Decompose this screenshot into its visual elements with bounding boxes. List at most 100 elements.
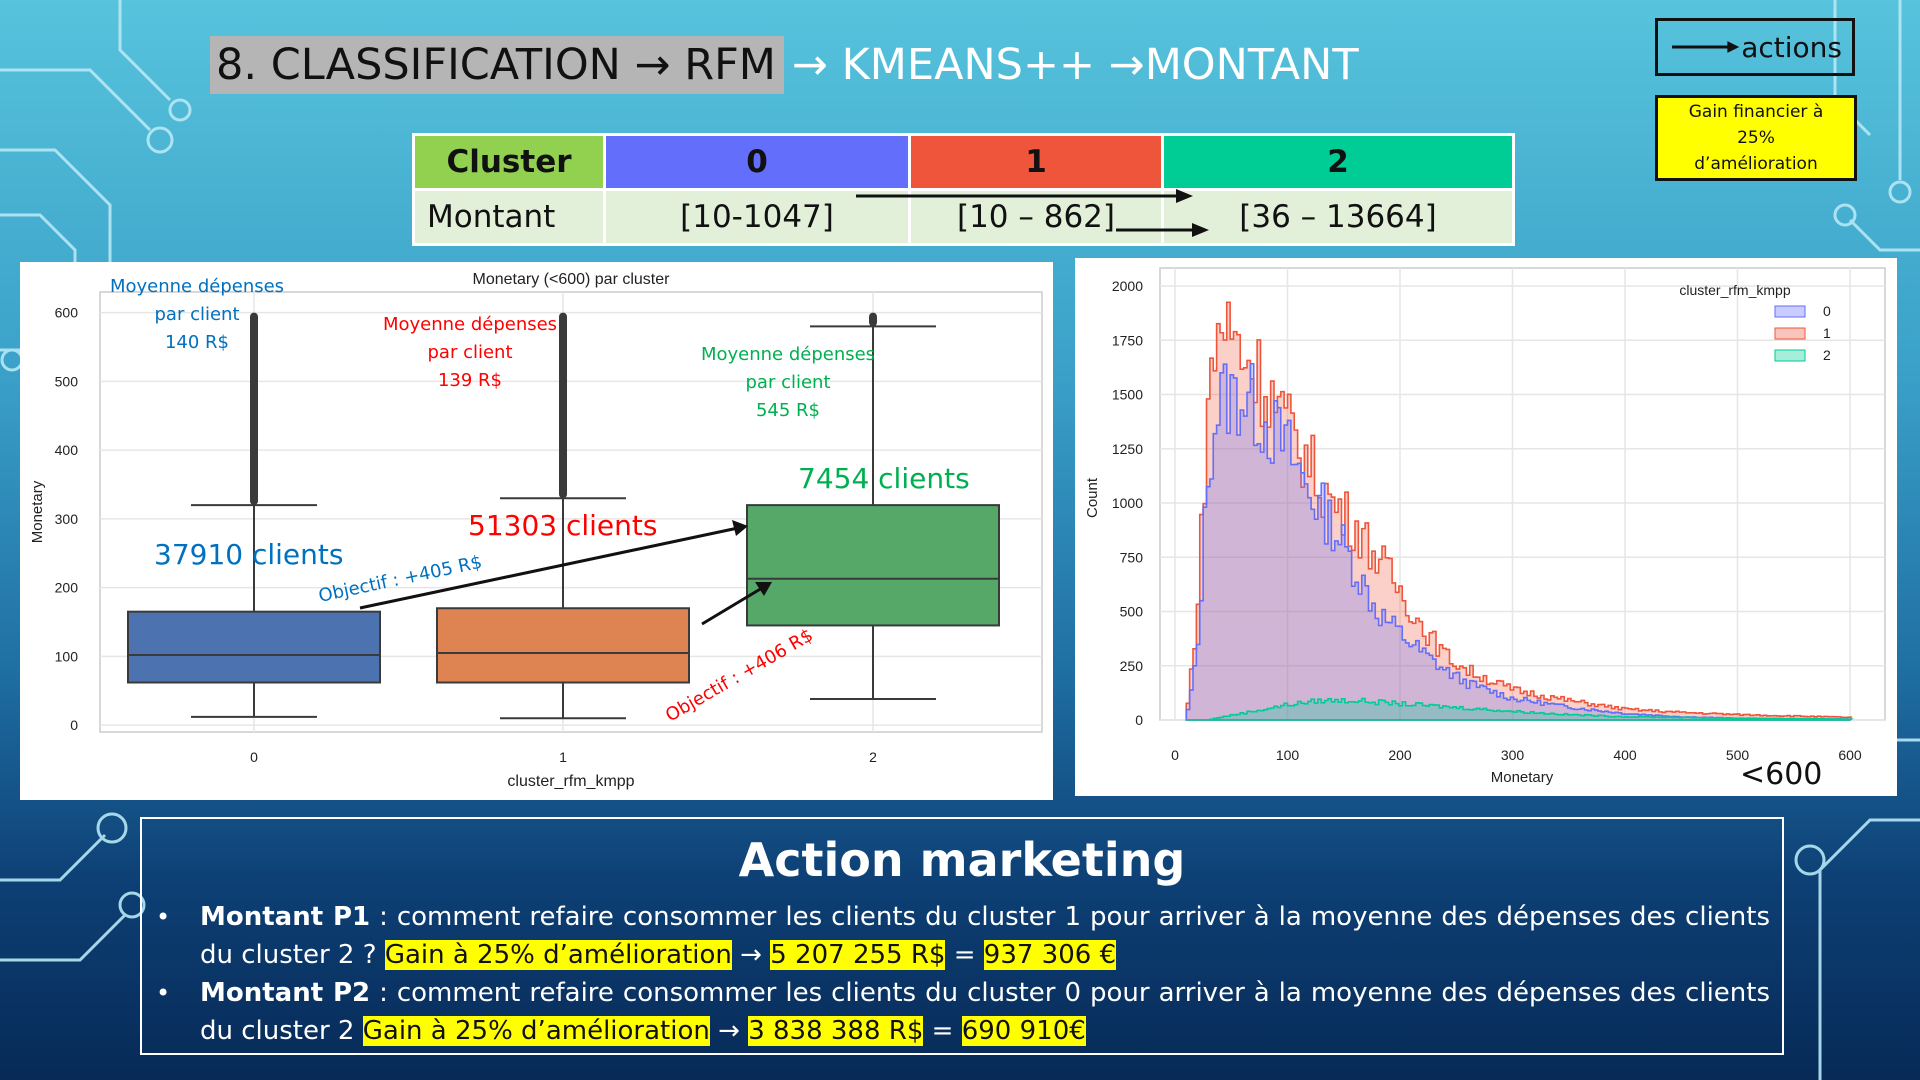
- arrow-icon: [1672, 41, 1740, 53]
- gain-financier-box: Gain financier à 25% d’amélioration: [1655, 95, 1857, 181]
- hist-ytick-label: 1500: [1112, 387, 1143, 403]
- title-highlight: 8. CLASSIFICATION → RFM: [210, 36, 784, 94]
- p2-gain: Gain à 25% d’amélioration: [362, 1016, 710, 1046]
- hist-ytick-label: 250: [1120, 658, 1144, 674]
- box-ytick-label: 500: [55, 373, 79, 389]
- marketing-item-p1: Montant P1 : comment refaire consommer l…: [200, 898, 1770, 974]
- histogram-plot-area: [1159, 267, 1886, 721]
- hist-xtick-label: 500: [1726, 747, 1750, 763]
- c0-clients: 37910 clients: [154, 538, 343, 571]
- marketing-action-box: Action marketing • Montant P1 : comment …: [140, 817, 1784, 1055]
- boxplot-title: Monetary (<600) par cluster: [473, 271, 671, 288]
- histogram-xlabel: Monetary: [1491, 769, 1554, 786]
- p1-eq: =: [945, 940, 984, 970]
- header-cluster-2: 2: [1161, 133, 1515, 191]
- box-ytick-label: 300: [55, 511, 79, 527]
- c0-avg-line2: par client: [154, 304, 239, 325]
- legend-swatch-1: [1774, 327, 1806, 340]
- hist-xtick-label: 300: [1501, 747, 1525, 763]
- hist-xtick-label: 400: [1613, 747, 1637, 763]
- hist-ytick-label: 1250: [1112, 441, 1143, 457]
- range-cluster-1: [10 – 862]: [908, 188, 1164, 246]
- hist-xtick-label: 200: [1388, 747, 1412, 763]
- slide-title: 8. CLASSIFICATION → RFM → KMEANS++ →MONT…: [210, 36, 1359, 94]
- hist-ytick-label: 1000: [1112, 495, 1143, 511]
- hist-ytick-label: 500: [1120, 604, 1144, 620]
- box-xtick-label: 0: [250, 749, 258, 765]
- marketing-item-p2: Montant P2 : comment refaire consommer l…: [200, 974, 1770, 1050]
- box-iqr-cluster-2: [746, 504, 1000, 627]
- p2-text: : comment refaire consommer les clients …: [200, 978, 1771, 1046]
- p2-arrow: →: [709, 1016, 749, 1046]
- p1-label: Montant P1: [200, 902, 371, 932]
- legend-entry-2: 2: [1823, 347, 1831, 363]
- box-ytick-label: 400: [55, 442, 79, 458]
- c2-avg-line3: 545 R$: [756, 400, 820, 421]
- legend-title: cluster_rfm_kmpp: [1679, 282, 1790, 298]
- box-outliers: [559, 312, 567, 499]
- header-cluster-1: 1: [908, 133, 1164, 191]
- c2-avg-line1: Moyenne dépenses: [701, 344, 875, 365]
- boxplot-xlabel: cluster_rfm_kmpp: [507, 773, 634, 790]
- p2-eq: =: [923, 1016, 962, 1046]
- hist-ytick-label: 0: [1135, 712, 1143, 728]
- legend-swatch-0: [1774, 305, 1806, 318]
- legend-swatch-2: [1774, 349, 1806, 362]
- row-label-montant: Montant: [412, 188, 606, 246]
- c2-avg-line2: par client: [745, 372, 830, 393]
- c1-avg-line1: Moyenne dépenses: [383, 314, 557, 335]
- range-cluster-2: [36 – 13664]: [1161, 188, 1515, 246]
- box-outliers: [869, 312, 877, 327]
- boxplot-panel: Monetary (<600) par cluster cluster_rfm_…: [20, 262, 1053, 800]
- histogram-note: <600: [1740, 757, 1822, 792]
- c2-clients: 7454 clients: [798, 462, 970, 495]
- range-cluster-0: [10-1047]: [603, 188, 911, 246]
- c1-avg-line3: 139 R$: [438, 370, 502, 391]
- box-xtick-label: 1: [559, 749, 567, 765]
- objective-arrow-2: [701, 586, 763, 626]
- bullet-2: •: [156, 979, 171, 1007]
- p1-arrow: →: [731, 940, 771, 970]
- header-cluster-0: 0: [603, 133, 911, 191]
- boxplot-chart: Monetary (<600) par cluster cluster_rfm_…: [29, 271, 1043, 790]
- c0-avg-line3: 140 R$: [165, 332, 229, 353]
- legend-label: actions: [1741, 30, 1842, 64]
- bullet-1: •: [156, 903, 171, 931]
- legend-entry-1: 1: [1823, 325, 1831, 341]
- histogram-legend: cluster_rfm_kmpp 0 1 2: [1679, 282, 1831, 363]
- box-ytick-label: 100: [55, 648, 79, 664]
- box-xtick-label: 2: [869, 749, 877, 765]
- c1-avg-line2: par client: [427, 342, 512, 363]
- gain-line-1: Gain financier à: [1688, 102, 1824, 122]
- gain-line-2: 25%: [1737, 128, 1775, 148]
- c0-avg-line1: Moyenne dépenses: [110, 276, 284, 297]
- legend-entry-0: 0: [1823, 303, 1831, 319]
- boxplot-ylabel: Monetary: [29, 480, 46, 543]
- histogram-ylabel: Count: [1084, 477, 1101, 518]
- p2-euro: 690 910€: [961, 1016, 1086, 1046]
- hist-xtick-label: 0: [1171, 747, 1179, 763]
- objective-arrow-1: [359, 526, 739, 610]
- p2-amount: 3 838 388 R$: [748, 1016, 924, 1046]
- cluster-montant-table: Cluster 0 1 2 Montant [10-1047] [10 – 86…: [412, 133, 1515, 246]
- hist-series-1: [1185, 301, 1853, 721]
- legend-actions: actions: [1655, 18, 1855, 76]
- hist-xtick-label: 600: [1838, 747, 1862, 763]
- marketing-title: Action marketing: [738, 833, 1186, 887]
- p1-amount: 5 207 255 R$: [770, 940, 946, 970]
- box-ytick-label: 0: [70, 717, 78, 733]
- box-iqr-cluster-1: [436, 607, 690, 684]
- gain-line-3: d’amélioration: [1694, 154, 1818, 174]
- box-ytick-label: 600: [55, 305, 79, 321]
- box-iqr-cluster-0: [127, 610, 381, 684]
- c1-clients: 51303 clients: [468, 509, 657, 542]
- hist-series-2: [1186, 697, 1854, 721]
- p1-text: : comment refaire consommer les clients …: [200, 902, 1771, 970]
- hist-xtick-label: 100: [1276, 747, 1300, 763]
- title-rest: → KMEANS++ →MONTANT: [791, 40, 1359, 90]
- hist-ytick-label: 750: [1120, 549, 1144, 565]
- box-ytick-label: 200: [55, 580, 79, 596]
- p1-euro: 937 306 €: [983, 940, 1117, 970]
- p1-gain: Gain à 25% d’amélioration: [384, 940, 732, 970]
